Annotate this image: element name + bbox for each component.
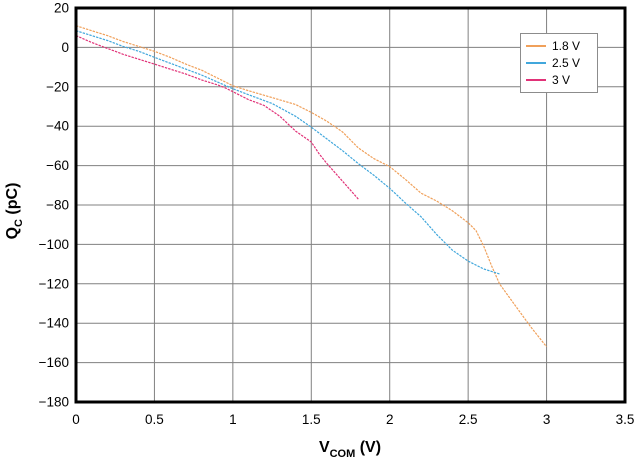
legend-label: 2.5 V [552,55,581,70]
x-tick-label: 2.5 [459,412,478,427]
y-tick-label: −60 [46,158,69,173]
y-tick-label: −140 [39,316,69,331]
y-axis-title-main: Q [3,226,21,240]
x-axis-title-sub: COM [329,448,356,461]
x-axis-title: VCOM (V) [318,438,382,461]
series-line-1.8-v [75,25,548,348]
legend-label: 3 V [552,73,571,88]
y-tick-label: −160 [39,355,69,370]
x-tick-label: 0 [72,412,80,427]
series-line-2.5-v [75,30,500,275]
legend-line-swatch [526,44,546,47]
legend-line-swatch [526,79,546,82]
y-axis-title-unit: (pC) [3,182,21,220]
y-tick-label: −20 [46,79,69,94]
y-tick-label: −100 [39,237,69,252]
x-tick-label: 3.5 [616,412,635,427]
y-tick-label: −80 [46,198,69,213]
x-tick-label: 0.5 [145,412,164,427]
x-tick-label: 1.5 [302,412,321,427]
y-tick-label: 20 [54,1,69,16]
x-axis-title-unit: (V) [355,438,382,456]
y-tick-label: −120 [39,276,69,291]
legend-line-swatch [526,61,546,64]
x-tick-label: 3 [543,412,551,427]
legend-item: 2.5 V [526,57,592,69]
y-tick-label: −40 [46,119,69,134]
series-line-3-v [75,35,359,200]
x-axis-title-main: V [318,438,330,456]
legend-item: 3 V [526,74,592,86]
plot-border [74,6,627,404]
legend: 1.8 V 2.5 V 3 V [520,33,598,93]
legend-item: 1.8 V [526,40,592,52]
y-axis-title: QC (pC) [3,182,26,240]
y-axis-title-sub: C [13,219,26,227]
x-tick-label: 1 [229,412,237,427]
legend-label: 1.8 V [552,38,581,53]
x-tick-label: 2 [386,412,394,427]
y-tick-label: −180 [39,395,69,410]
y-tick-label: 0 [61,40,69,55]
